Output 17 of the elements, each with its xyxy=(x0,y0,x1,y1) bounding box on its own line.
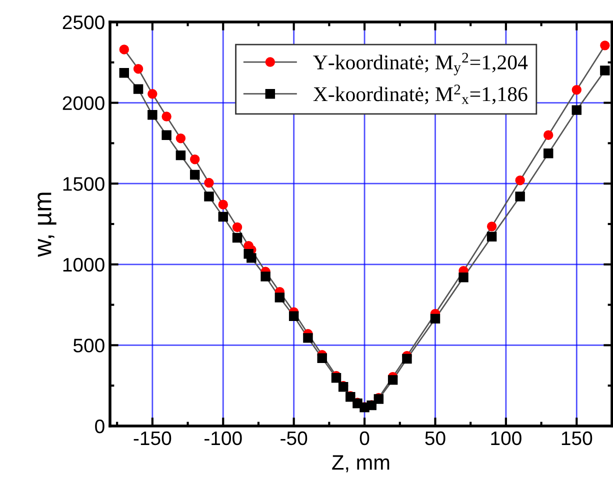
y-axis-title: w, µm xyxy=(38,192,56,257)
legend-label: Y-koordinatė; M$_{y}$$^{2}$=1,204 xyxy=(313,52,528,76)
x-tick-label: 100 xyxy=(491,431,522,446)
x-tick-label: -150 xyxy=(134,431,172,446)
y-tick-label: 1000 xyxy=(63,258,104,272)
x-tick-label: 0 xyxy=(360,431,370,446)
y-tick-label: 1500 xyxy=(63,177,104,191)
y-tick-label: 2000 xyxy=(62,96,104,110)
y-tick-label: 2500 xyxy=(62,15,104,30)
x-tick-label: 150 xyxy=(562,431,592,446)
y-tick-label: 0 xyxy=(95,419,104,434)
x-tick-label: -50 xyxy=(280,431,308,446)
y-tick-label: 500 xyxy=(73,338,104,352)
x-axis-title: Z, mm xyxy=(332,455,390,472)
x-tick-label: -100 xyxy=(204,431,242,446)
legend-label: X-koordinatė; M$^{2}$$_{x}$=1,186 xyxy=(313,84,528,104)
x-tick-label: 50 xyxy=(425,431,446,446)
